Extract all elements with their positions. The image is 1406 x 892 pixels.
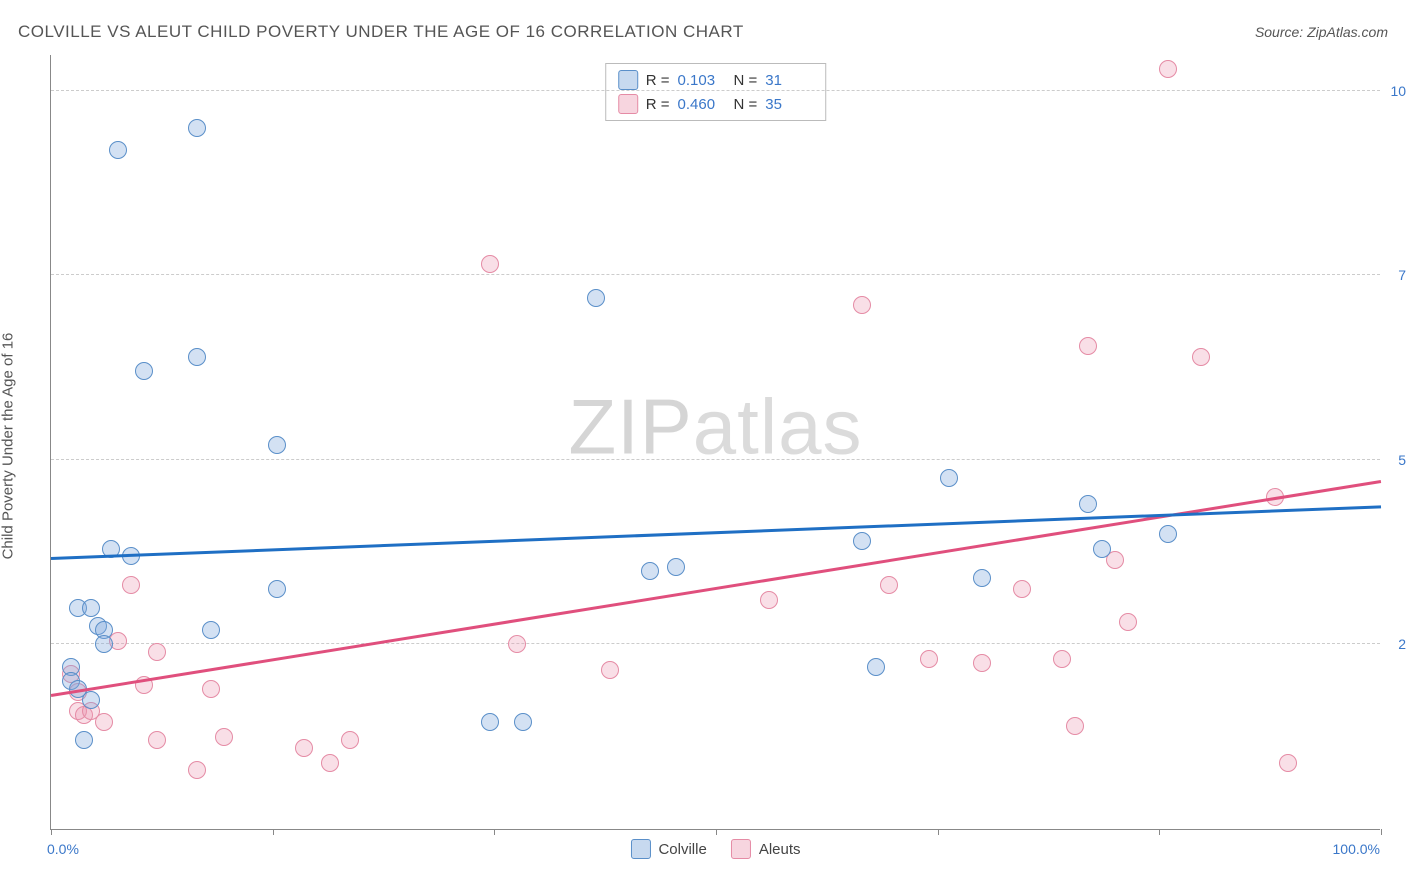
x-tick (938, 829, 939, 835)
data-point-aleuts (215, 728, 233, 746)
data-point-colville (188, 119, 206, 137)
legend-colville-R: 0.103 (678, 72, 726, 89)
data-point-aleuts (1192, 348, 1210, 366)
data-point-aleuts (1053, 650, 1071, 668)
y-axis-label: Child Poverty Under the Age of 16 (0, 333, 17, 560)
legend-colville-label: Colville (658, 841, 706, 858)
data-point-aleuts (601, 661, 619, 679)
swatch-aleuts-icon (618, 94, 638, 114)
data-point-colville (940, 469, 958, 487)
data-point-aleuts (853, 296, 871, 314)
data-point-aleuts (880, 576, 898, 594)
data-point-colville (268, 436, 286, 454)
data-point-colville (1079, 495, 1097, 513)
chart-title: COLVILLE VS ALEUT CHILD POVERTY UNDER TH… (18, 22, 744, 42)
data-point-aleuts (1013, 580, 1031, 598)
y-tick-label: 75.0% (1386, 267, 1406, 283)
x-tick (716, 829, 717, 835)
x-tick (1159, 829, 1160, 835)
y-tick-label: 25.0% (1386, 636, 1406, 652)
legend-aleuts-R: 0.460 (678, 96, 726, 113)
legend-stats: R = 0.103 N = 31 R = 0.460 N = 35 (605, 63, 827, 121)
legend-aleuts-label: Aleuts (759, 841, 801, 858)
data-point-aleuts (321, 754, 339, 772)
data-point-colville (1093, 540, 1111, 558)
gridline (51, 274, 1380, 275)
data-point-colville (514, 713, 532, 731)
data-point-colville (82, 691, 100, 709)
x-tick (51, 829, 52, 835)
gridline (51, 643, 1380, 644)
legend-item-aleuts: Aleuts (731, 839, 801, 859)
data-point-aleuts (188, 761, 206, 779)
legend-R-label: R = (646, 72, 670, 89)
data-point-aleuts (1119, 613, 1137, 631)
gridline (51, 459, 1380, 460)
data-point-aleuts (295, 739, 313, 757)
gridline (51, 90, 1380, 91)
legend-colville-N: 31 (765, 72, 813, 89)
data-point-colville (973, 569, 991, 587)
swatch-colville-bottom-icon (630, 839, 650, 859)
legend-N-label: N = (734, 72, 758, 89)
trendline-colville (51, 505, 1381, 559)
data-point-colville (481, 713, 499, 731)
x-axis-max-label: 100.0% (1333, 841, 1380, 857)
data-point-colville (82, 599, 100, 617)
data-point-aleuts (1279, 754, 1297, 772)
plot-area: ZIPatlas R = 0.103 N = 31 R = 0.460 N = … (50, 55, 1380, 830)
x-tick (273, 829, 274, 835)
y-tick-label: 50.0% (1386, 452, 1406, 468)
data-point-colville (853, 532, 871, 550)
data-point-aleuts (148, 643, 166, 661)
data-point-colville (188, 348, 206, 366)
legend-series: Colville Aleuts (630, 839, 800, 859)
swatch-colville-icon (618, 70, 638, 90)
legend-item-colville: Colville (630, 839, 706, 859)
data-point-colville (109, 141, 127, 159)
data-point-colville (667, 558, 685, 576)
data-point-aleuts (760, 591, 778, 609)
data-point-aleuts (122, 576, 140, 594)
source-credit: Source: ZipAtlas.com (1255, 24, 1388, 40)
data-point-colville (202, 621, 220, 639)
data-point-colville (95, 635, 113, 653)
x-tick (494, 829, 495, 835)
data-point-colville (587, 289, 605, 307)
source-prefix: Source: (1255, 24, 1307, 40)
data-point-colville (135, 362, 153, 380)
data-point-aleuts (148, 731, 166, 749)
data-point-aleuts (1066, 717, 1084, 735)
source-name: ZipAtlas.com (1307, 24, 1388, 40)
y-tick-label: 100.0% (1386, 83, 1406, 99)
data-point-colville (75, 731, 93, 749)
x-axis-min-label: 0.0% (47, 841, 79, 857)
legend-row-colville: R = 0.103 N = 31 (618, 68, 814, 92)
data-point-aleuts (1159, 60, 1177, 78)
legend-R-label-2: R = (646, 96, 670, 113)
data-point-aleuts (202, 680, 220, 698)
data-point-aleuts (973, 654, 991, 672)
watermark-zip: ZIP (568, 382, 692, 470)
chart-header: COLVILLE VS ALEUT CHILD POVERTY UNDER TH… (18, 22, 1388, 42)
data-point-aleuts (95, 713, 113, 731)
data-point-aleuts (920, 650, 938, 668)
data-point-colville (268, 580, 286, 598)
data-point-aleuts (481, 255, 499, 273)
data-point-colville (641, 562, 659, 580)
data-point-aleuts (1079, 337, 1097, 355)
legend-row-aleuts: R = 0.460 N = 35 (618, 92, 814, 116)
x-tick (1381, 829, 1382, 835)
watermark-atlas: atlas (693, 382, 863, 470)
data-point-aleuts (341, 731, 359, 749)
swatch-aleuts-bottom-icon (731, 839, 751, 859)
legend-N-label-2: N = (734, 96, 758, 113)
data-point-colville (1159, 525, 1177, 543)
data-point-aleuts (508, 635, 526, 653)
data-point-colville (867, 658, 885, 676)
legend-aleuts-N: 35 (765, 96, 813, 113)
